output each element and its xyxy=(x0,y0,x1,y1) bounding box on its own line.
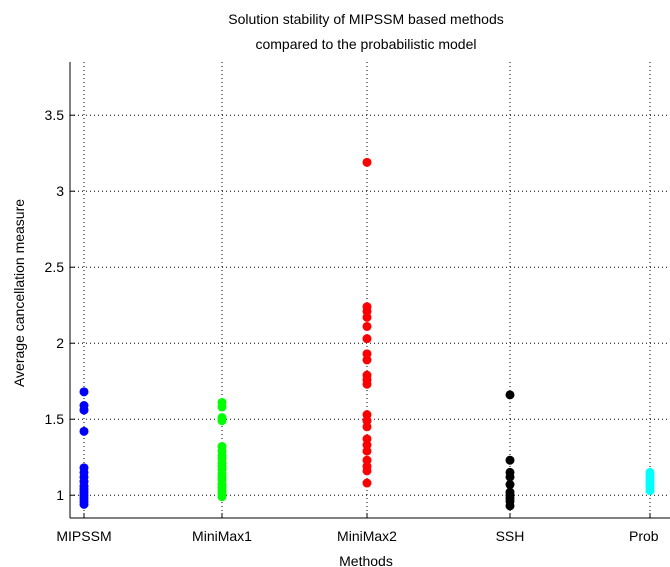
y-tick-label: 1.5 xyxy=(45,411,65,427)
data-point-ssh xyxy=(505,480,515,490)
axes xyxy=(69,62,670,519)
x-tick-label: SSH xyxy=(496,528,525,544)
data-point-ssh xyxy=(505,501,515,511)
x-axis-label: Methods xyxy=(339,553,393,567)
y-tick-label: 3.5 xyxy=(45,107,65,123)
data-point-minimax2 xyxy=(362,478,372,488)
data-point-minimax2 xyxy=(362,334,372,344)
x-tick-labels: MIPSSM MiniMax1 MiniMax2 SSH Prob xyxy=(56,513,659,544)
chart-title-line-2: compared to the probabilistic model xyxy=(255,36,476,52)
data-point-minimax2 xyxy=(362,157,372,167)
data-point-minimax2 xyxy=(362,312,372,322)
data-point-ssh xyxy=(505,472,515,482)
x-tick-label: MiniMax2 xyxy=(337,528,397,544)
data-point-ssh xyxy=(505,455,515,465)
data-point-mipssm xyxy=(79,387,89,397)
y-tick-label: 2 xyxy=(56,335,64,351)
y-axis-label: Average cancellation measure xyxy=(11,199,27,387)
data-point-mipssm xyxy=(79,426,89,436)
x-tick-label: MIPSSM xyxy=(56,528,111,544)
y-tick-label: 1 xyxy=(56,487,64,503)
y-tick-label: 3 xyxy=(56,183,64,199)
data-point-minimax2 xyxy=(362,355,372,365)
grid-lines xyxy=(70,62,670,518)
data-point-mipssm xyxy=(79,499,89,509)
data-point-minimax1 xyxy=(217,416,227,426)
data-point-minimax2 xyxy=(362,446,372,456)
x-tick-label: Prob xyxy=(629,528,659,544)
chart-title-line-1: Solution stability of MIPSSM based metho… xyxy=(228,11,503,27)
x-tick-label: MiniMax1 xyxy=(192,528,252,544)
data-point-minimax2 xyxy=(362,379,372,389)
data-point-minimax2 xyxy=(362,321,372,331)
data-point-ssh xyxy=(505,390,515,400)
data-points xyxy=(79,157,655,511)
data-point-minimax1 xyxy=(217,402,227,412)
y-tick-labels: 1 1.5 2 2.5 3 3.5 xyxy=(45,107,75,503)
data-point-mipssm xyxy=(79,405,89,415)
y-tick-label: 2.5 xyxy=(45,259,65,275)
data-point-minimax2 xyxy=(362,466,372,476)
data-point-minimax2 xyxy=(362,422,372,432)
data-point-minimax1 xyxy=(217,492,227,502)
data-point-prob xyxy=(645,486,655,496)
